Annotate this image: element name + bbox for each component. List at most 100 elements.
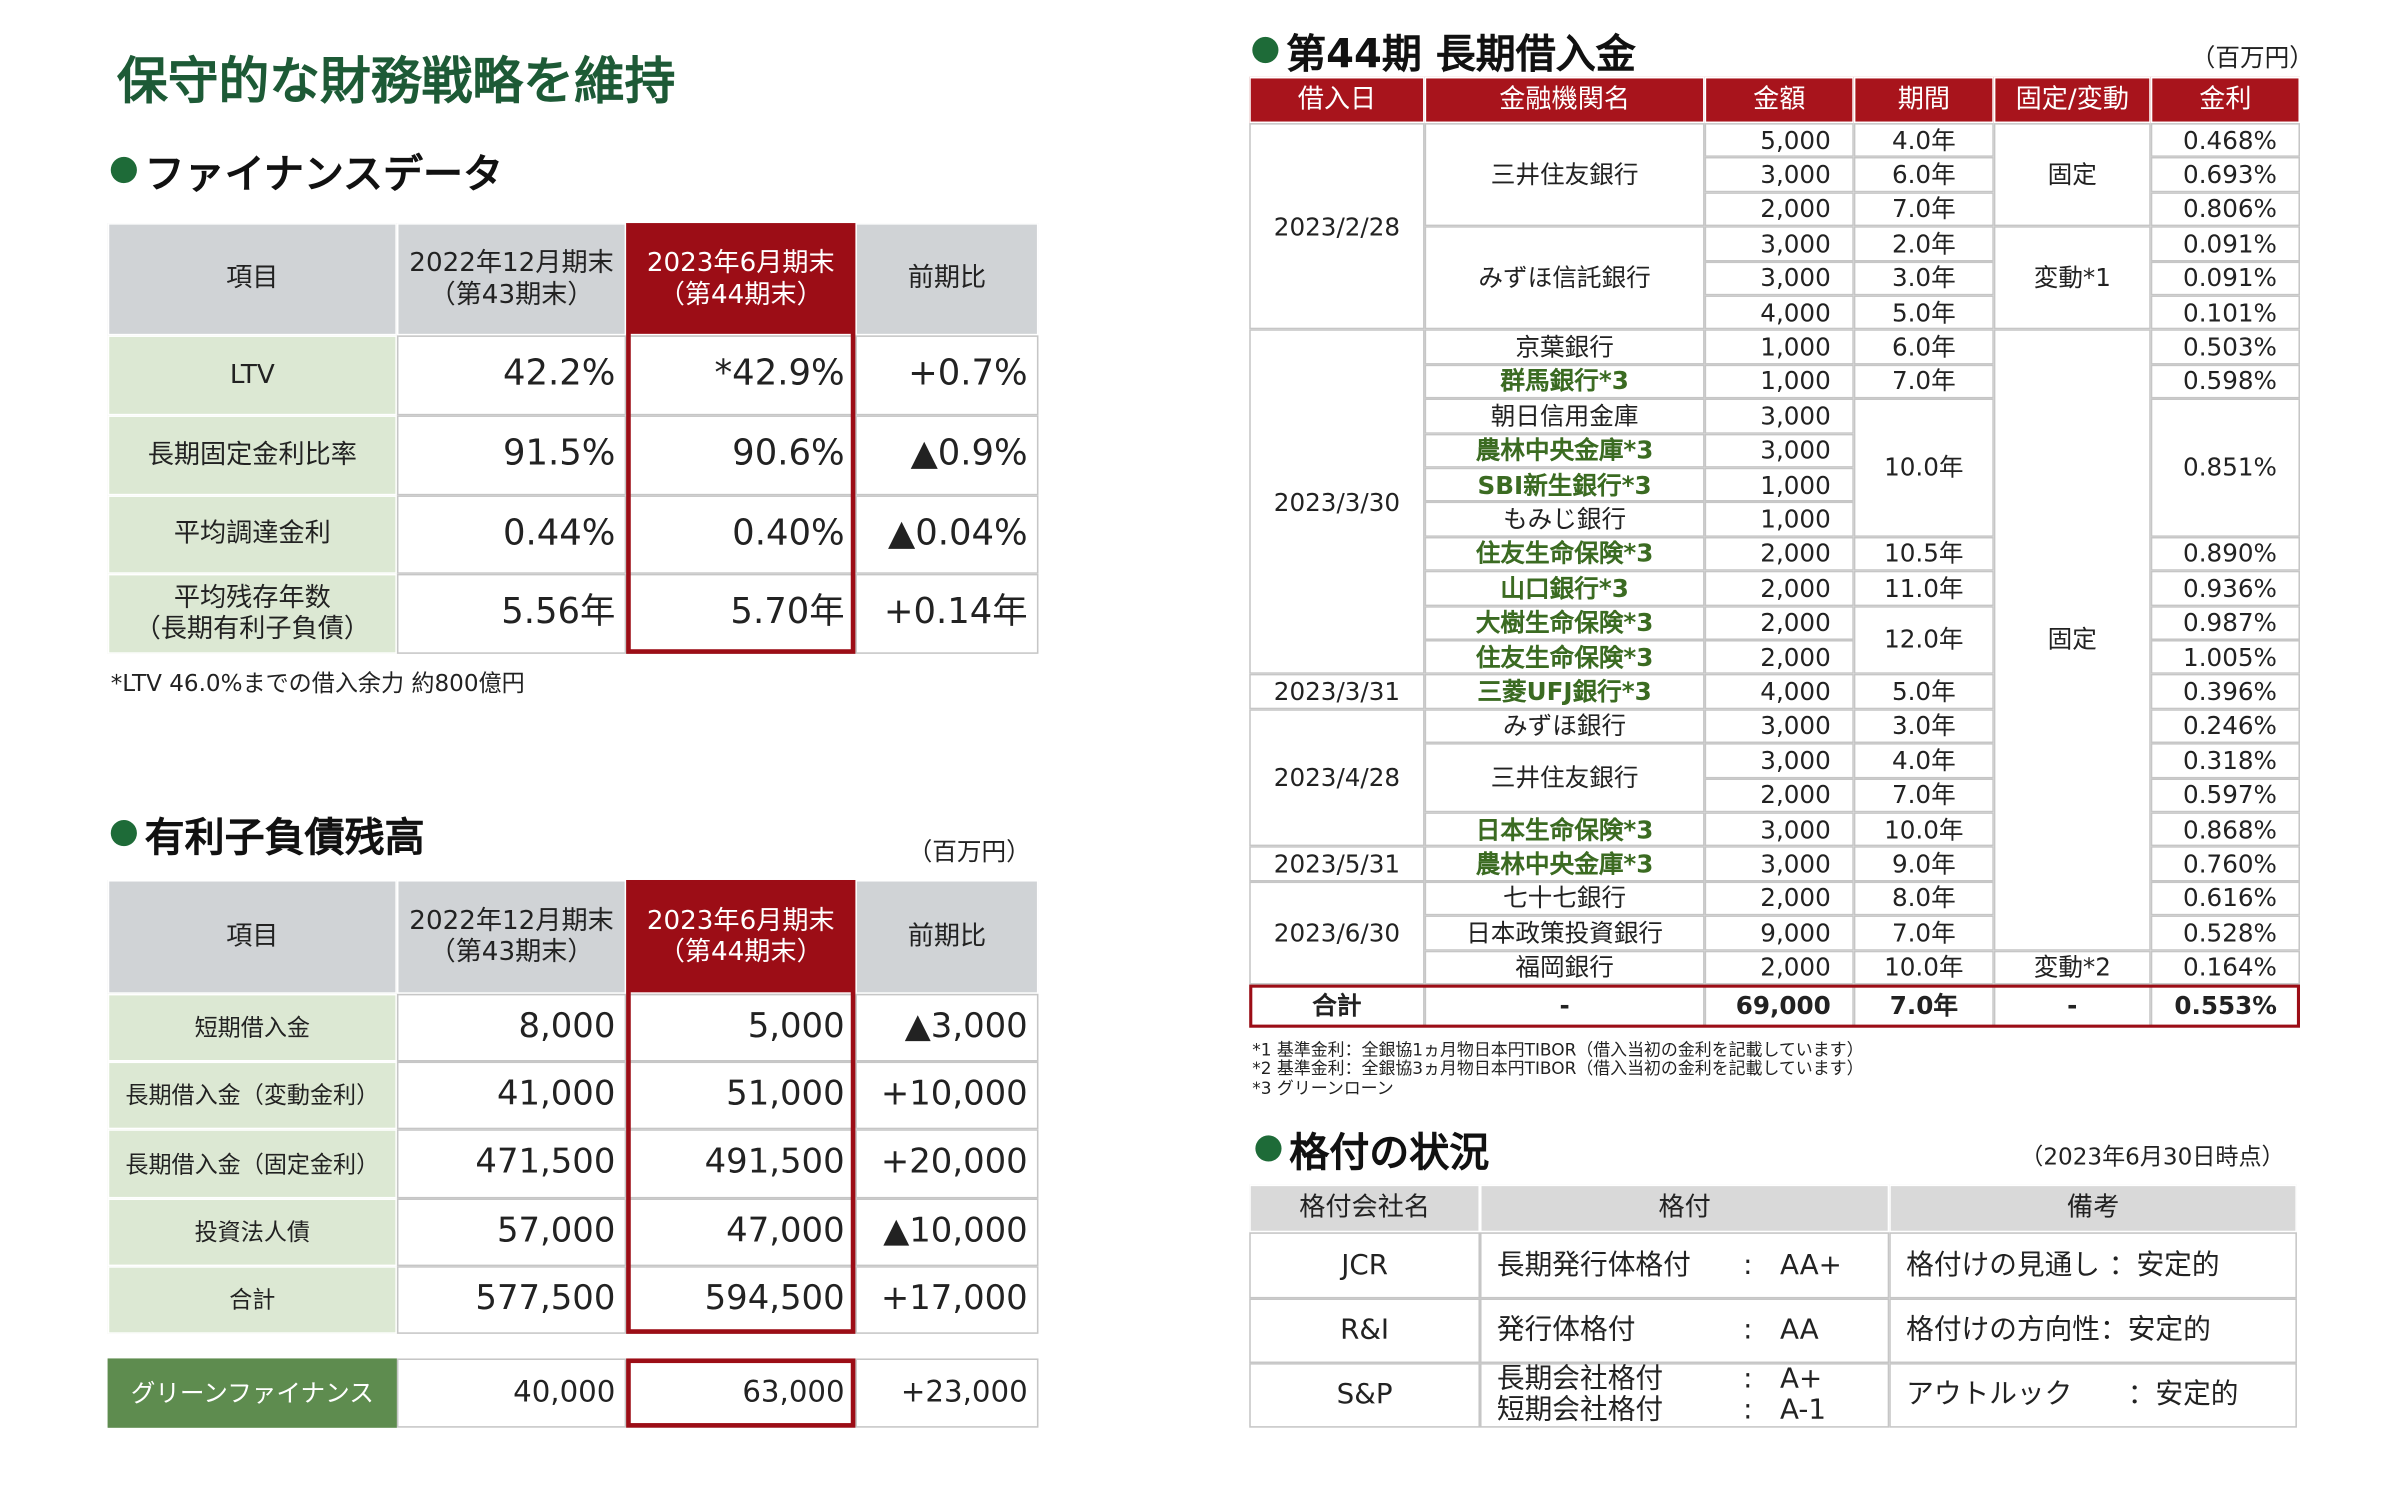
value-cell: 42.2% — [396, 335, 627, 416]
amount-cell: 2,000 — [1704, 191, 1854, 227]
total-cell: - — [1993, 984, 2151, 1028]
amount-cell: 2,000 — [1704, 639, 1854, 675]
date-cell: 2023/3/30 — [1249, 329, 1425, 675]
bullet — [110, 156, 137, 184]
header-cell: 金利 — [2150, 76, 2300, 124]
separator: : — [1743, 1393, 1753, 1427]
value-cell: 63,000 — [626, 1358, 856, 1428]
period-cell: 10.5年 — [1853, 536, 1994, 572]
rate-cell: 0.868% — [2150, 812, 2300, 847]
bullet — [110, 819, 137, 847]
value-cell: 8,000 — [396, 993, 627, 1062]
value-cell: +20,000 — [855, 1129, 1039, 1199]
amount-cell: 3,000 — [1704, 708, 1854, 744]
value-cell: 91.5% — [396, 415, 627, 496]
as-of-label: （2023年6月30日時点） — [2020, 1143, 2285, 1171]
amount-cell: 3,000 — [1704, 743, 1854, 778]
rating-cell: 発行体格付: AA — [1479, 1298, 1890, 1364]
period-cell: 10.0年 — [1853, 950, 1994, 985]
header-cell: 2023年6月期末 （第44期末） — [626, 223, 856, 336]
bank-cell: 群馬銀行*3 — [1424, 364, 1705, 399]
period-cell: 5.0年 — [1853, 674, 1994, 709]
value-cell: 40,000 — [396, 1358, 627, 1428]
bank-cell: 三井住友銀行 — [1424, 123, 1705, 227]
value-cell: 471,500 — [396, 1129, 627, 1199]
row-label: 平均調達金利 — [107, 495, 397, 574]
amount-cell: 2,000 — [1704, 950, 1854, 985]
value-cell: 5.70年 — [626, 573, 856, 654]
value-cell: 594,500 — [626, 1266, 856, 1334]
rate-cell: 0.528% — [2150, 915, 2300, 951]
separator: : — [1743, 1363, 1753, 1396]
rate-cell: 0.936% — [2150, 571, 2300, 606]
amount-cell: 2,000 — [1704, 571, 1854, 606]
amount-cell: 4,000 — [1704, 674, 1854, 709]
date-cell: 2023/6/30 — [1249, 881, 1425, 985]
amount-cell: 3,000 — [1704, 260, 1854, 296]
note: *LTV 46.0%までの借入余力 約800億円 — [110, 669, 525, 697]
period-cell: 10.0年 — [1853, 812, 1994, 847]
period-cell: 12.0年 — [1853, 605, 1994, 675]
rate-cell: 0.091% — [2150, 226, 2300, 261]
rate-cell: 0.616% — [2150, 881, 2300, 916]
row-label: LTV — [107, 335, 397, 416]
period-cell: 5.0年 — [1853, 295, 1994, 330]
rate-cell: 0.806% — [2150, 191, 2300, 227]
period-cell: 3.0年 — [1853, 708, 1994, 744]
rating-name: 短期会社格付 — [1496, 1393, 1664, 1427]
row-label: 合計 — [107, 1266, 397, 1334]
rate-cell: 0.597% — [2150, 777, 2300, 813]
total-cell: 69,000 — [1704, 984, 1854, 1028]
amount-cell: 9,000 — [1704, 915, 1854, 951]
bank-cell: 日本政策投資銀行 — [1424, 915, 1705, 951]
header-cell: 備考 — [1889, 1184, 2297, 1233]
bank-cell: 京葉銀行 — [1424, 329, 1705, 365]
header-cell: 項目 — [107, 223, 397, 336]
footnote: *2 基準金利：全銀協3ヵ月物日本円TIBOR（借入当初の金利を記載しています） — [1252, 1059, 1864, 1080]
period-cell: 8.0年 — [1853, 881, 1994, 916]
bank-cell: 三井住友銀行 — [1424, 743, 1705, 813]
amount-cell: 1,000 — [1704, 467, 1854, 503]
value-cell: 491,500 — [626, 1129, 856, 1199]
amount-cell: 1,000 — [1704, 502, 1854, 537]
rating-cell: 長期会社格付: A+ 短期会社格付: A-1 — [1479, 1363, 1890, 1428]
value-cell: +0.14年 — [855, 573, 1039, 654]
bank-cell: SBI新生銀行*3 — [1424, 467, 1705, 503]
rating-value: AA — [1779, 1313, 1819, 1347]
rating-name: 長期会社格付 — [1496, 1363, 1664, 1396]
total-cell: - — [1424, 984, 1705, 1028]
section-heading: 有利子負債残高 — [144, 815, 425, 862]
unit-label: （百万円） — [907, 836, 1031, 867]
period-cell: 2.0年 — [1853, 226, 1994, 261]
value-cell: 57,000 — [396, 1198, 627, 1267]
value-cell: 5.56年 — [396, 573, 627, 654]
rating-value: A-1 — [1779, 1393, 1826, 1427]
bank-cell: 朝日信用金庫 — [1424, 398, 1705, 434]
value-cell: 577,500 — [396, 1266, 627, 1334]
amount-cell: 2,000 — [1704, 536, 1854, 572]
header-cell: 金額 — [1704, 76, 1854, 124]
amount-cell: 3,000 — [1704, 157, 1854, 192]
rating-name: 長期発行体格付 — [1496, 1248, 1691, 1281]
bank-cell: 住友生命保険*3 — [1424, 639, 1705, 675]
agency-cell: R&I — [1249, 1298, 1480, 1364]
section-heading: 第44期 長期借入金 — [1286, 32, 1636, 79]
rate-cell: 0.598% — [2150, 364, 2300, 399]
header-cell: 固定/変動 — [1993, 76, 2151, 124]
total-cell: 7.0年 — [1853, 984, 1994, 1028]
bank-cell: 大樹生命保険*3 — [1424, 605, 1705, 640]
period-cell: 6.0年 — [1853, 157, 1994, 192]
row-label: グリーンファイナンス — [107, 1358, 397, 1428]
type-cell: 変動*2 — [1993, 950, 2151, 985]
amount-cell: 3,000 — [1704, 226, 1854, 261]
row-label: 平均残存年数 （長期有利子負債） — [107, 573, 397, 654]
amount-cell: 2,000 — [1704, 881, 1854, 916]
value-cell: 47,000 — [626, 1198, 856, 1267]
period-cell: 6.0年 — [1853, 329, 1994, 365]
period-cell: 7.0年 — [1853, 777, 1994, 813]
amount-cell: 4,000 — [1704, 295, 1854, 330]
header-cell: 項目 — [107, 879, 397, 994]
rate-cell: 0.503% — [2150, 329, 2300, 365]
bank-cell: 七十七銀行 — [1424, 881, 1705, 916]
